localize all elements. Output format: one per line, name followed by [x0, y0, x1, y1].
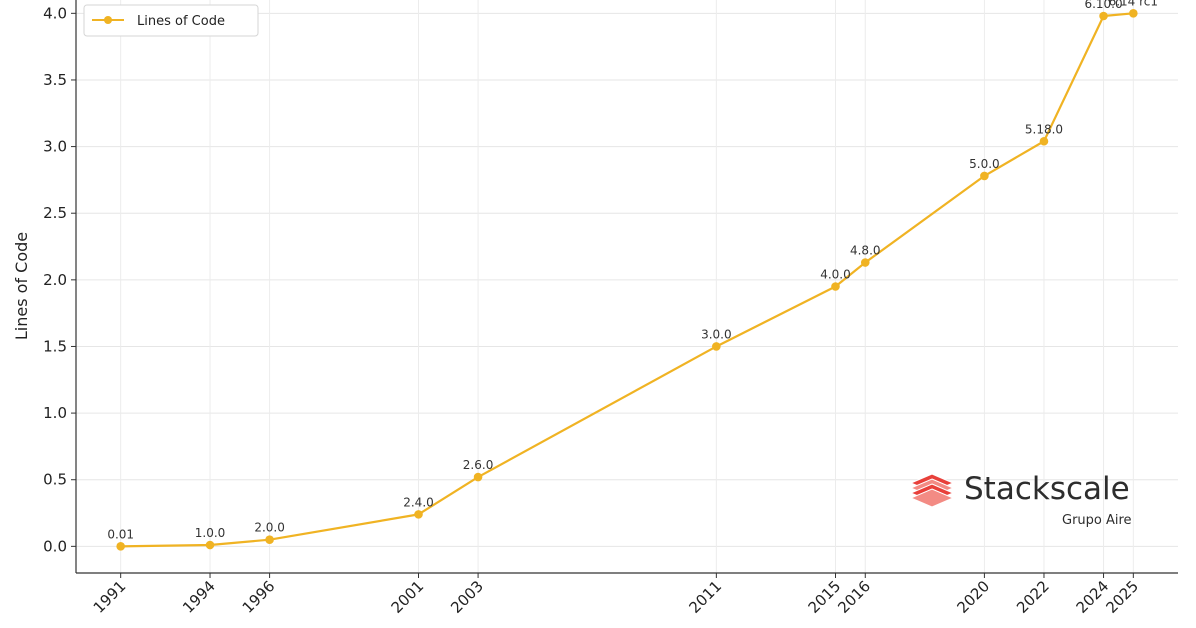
y-axis-title: Lines of Code: [12, 232, 31, 340]
data-point-label: 6.14 rc1: [1109, 0, 1158, 8]
data-point-label: 2.0.0: [254, 521, 285, 535]
series-line: [120, 12, 1134, 548]
y-tick-label: 0.5: [43, 471, 67, 489]
x-tick-label: 1996: [239, 577, 279, 617]
y-tick-label: 2.5: [43, 204, 67, 222]
x-tick-label: 2025: [1102, 577, 1142, 617]
y-tick-label: 2.0: [43, 271, 67, 289]
data-point-label: 2.6.0: [463, 458, 494, 472]
y-tick-label: 3.0: [43, 138, 67, 156]
x-tick-label: 2015: [805, 577, 845, 617]
data-point: [831, 282, 840, 291]
x-tick-label: 2016: [834, 577, 874, 617]
data-points: [116, 9, 1138, 551]
series-lines-of-code: [120, 12, 1134, 548]
brand-subtitle: Grupo Aire: [1062, 513, 1132, 528]
x-tick-label: 1991: [90, 577, 130, 617]
x-tick-label: 2022: [1013, 577, 1053, 617]
y-tick-label: 4.0: [43, 4, 67, 22]
y-tick-label: 3.5: [43, 71, 67, 89]
x-tick-label: 2001: [388, 577, 428, 617]
stackscale-logo-icon: [909, 473, 955, 508]
brand-name: Stackscale: [964, 471, 1130, 507]
y-tick-label: 0.0: [43, 537, 67, 555]
data-point-label: 6.10.0: [1084, 0, 1122, 11]
y-tick-label: 1.0: [43, 404, 67, 422]
y-tick-label: 1.5: [43, 337, 67, 355]
legend: Lines of Code: [83, 4, 259, 37]
axes: [75, 0, 1178, 574]
legend-entry-lines-of-code: Lines of Code: [137, 14, 225, 29]
data-point-label: 4.8.0: [850, 244, 881, 258]
data-point: [1129, 9, 1138, 18]
data-point: [116, 542, 125, 551]
point-labels: 0.01 1.0.0 2.0.0 2.4.0 2.6.0 3.0.0 4.0.0 4.8.0 5…: [107, 0, 1158, 541]
data-point-label: 1.0.0: [195, 526, 226, 540]
data-point: [712, 342, 721, 351]
x-tick-label: 2020: [954, 577, 994, 617]
x-tick-label: 2011: [685, 577, 725, 617]
x-tick-label: 2003: [447, 577, 487, 617]
data-point-label: 5.0.0: [969, 157, 1000, 171]
data-point: [205, 540, 215, 550]
legend-box: [83, 4, 259, 37]
data-point: [860, 258, 870, 267]
x-tick-label: 2024: [1073, 577, 1113, 617]
data-point-label: 5.18.0: [1025, 122, 1063, 136]
data-point: [980, 171, 989, 181]
data-point: [414, 510, 423, 519]
data-point: [473, 472, 483, 482]
data-point-label: 2.4.0: [403, 495, 434, 509]
y-tick-labels: 0.0 0.5 1.0 1.5 2.0 2.5 3.0 3.5 4.0: [43, 4, 76, 555]
data-point-label: 3.0.0: [701, 327, 732, 341]
x-tick-label: 1994: [179, 577, 219, 617]
stackscale-watermark: Stackscale Grupo Aire: [909, 471, 1132, 528]
data-point-label: 0.01: [107, 527, 134, 541]
data-point-label: 4.0.0: [820, 268, 851, 282]
data-point: [1039, 136, 1049, 146]
legend-marker-swatch: [104, 16, 112, 24]
data-point: [1099, 11, 1108, 21]
logo-layer: [909, 488, 955, 508]
data-point: [265, 535, 274, 544]
